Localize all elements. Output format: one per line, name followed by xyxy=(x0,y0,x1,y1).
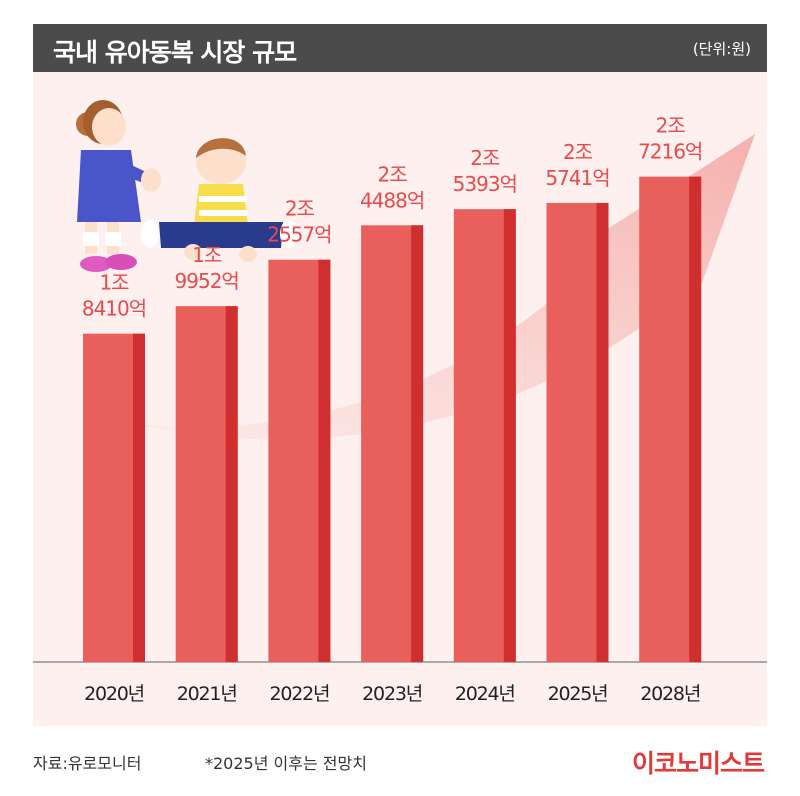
value-label-billion: 2557억 xyxy=(267,223,331,247)
value-label-trillion: 2조 xyxy=(563,140,593,164)
source-label: 자료:유로모니터 xyxy=(33,754,142,773)
forecast-note: *2025년 이후는 전망치 xyxy=(205,754,367,773)
value-label-billion: 4488억 xyxy=(360,188,424,212)
value-label-billion: 8410억 xyxy=(82,297,146,321)
bar-side-2023년 xyxy=(411,225,424,662)
trend-arrow xyxy=(133,134,755,440)
x-tick-label: 2020년 xyxy=(84,683,144,705)
value-label-trillion: 2조 xyxy=(285,197,315,221)
x-tick-label: 2028년 xyxy=(640,683,700,705)
chart-title: 국내 유아동복 시장 규모 xyxy=(53,38,297,67)
x-tick-label: 2025년 xyxy=(548,683,608,705)
value-label-billion: 9952억 xyxy=(175,269,239,293)
value-label-billion: 7216억 xyxy=(638,140,702,164)
brand-logo: 이코노미스트 xyxy=(631,749,765,778)
bar-side-2022년 xyxy=(318,259,331,662)
unit-label: (단위:원) xyxy=(692,40,751,58)
x-tick-label: 2021년 xyxy=(177,683,237,705)
x-tick-label: 2024년 xyxy=(455,683,515,705)
value-label-billion: 5741억 xyxy=(545,166,609,190)
bar-side-2021년 xyxy=(225,306,238,662)
chart-header: 국내 유아동복 시장 규모 (단위:원) xyxy=(33,24,767,72)
bar-chart: 1조8410억2020년1조9952억2021년2조2557억2022년2조44… xyxy=(33,100,767,705)
x-tick-label: 2022년 xyxy=(269,683,329,705)
value-label-trillion: 1조 xyxy=(192,243,222,267)
value-label-billion: 5393억 xyxy=(453,172,517,196)
bar-side-2024년 xyxy=(503,209,516,662)
chart-panel: 1조 8410억 2020년 1조 9952억 2021년 2조 2557억 2022년 2조 44… xyxy=(33,72,767,726)
value-label-trillion: 2조 xyxy=(378,162,408,186)
bar-side-2028년 xyxy=(689,176,702,662)
x-tick-label: 2023년 xyxy=(362,683,422,705)
bar-side-2020년 xyxy=(133,333,145,662)
value-label-trillion: 2조 xyxy=(656,114,686,138)
value-label-trillion: 2조 xyxy=(470,146,500,170)
bar-side-2025년 xyxy=(596,202,609,663)
value-label-trillion: 1조 xyxy=(99,271,129,295)
children-illustration-icon xyxy=(76,100,298,272)
